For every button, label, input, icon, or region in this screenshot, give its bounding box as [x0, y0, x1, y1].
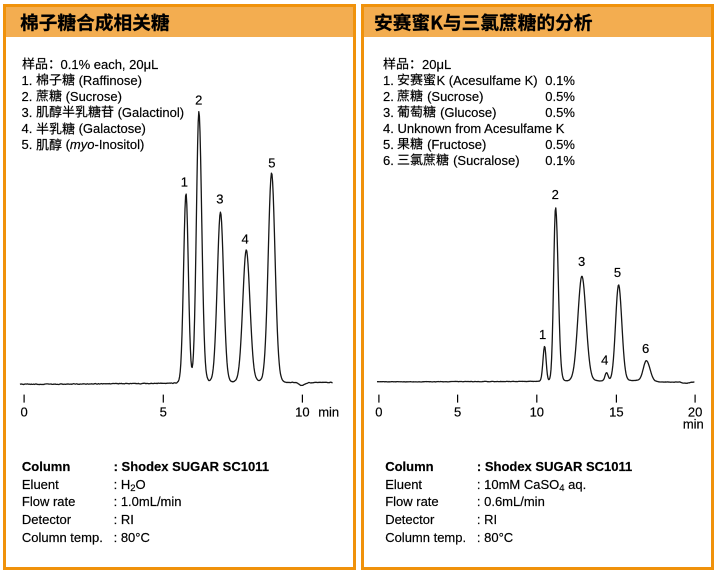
svg-text:4: 4	[601, 352, 608, 367]
svg-text:2: 2	[195, 92, 202, 107]
svg-text:1: 1	[181, 175, 188, 190]
svg-text:20: 20	[688, 404, 702, 419]
svg-text:5: 5	[160, 404, 167, 419]
svg-text:min: min	[683, 416, 704, 431]
svg-text:5: 5	[454, 404, 461, 419]
svg-text:10: 10	[295, 404, 309, 419]
svg-text:min: min	[318, 404, 339, 419]
svg-text:5: 5	[614, 265, 621, 280]
svg-text:1: 1	[539, 327, 546, 342]
svg-text:2: 2	[552, 187, 559, 202]
svg-text:6: 6	[642, 341, 649, 356]
svg-text:5: 5	[268, 155, 275, 170]
svg-text:0: 0	[375, 404, 382, 419]
svg-text:3: 3	[578, 254, 585, 269]
svg-text:3: 3	[216, 192, 223, 207]
svg-text:15: 15	[609, 404, 623, 419]
svg-text:0: 0	[20, 404, 27, 419]
svg-text:10: 10	[530, 404, 544, 419]
svg-text:4: 4	[241, 232, 248, 247]
